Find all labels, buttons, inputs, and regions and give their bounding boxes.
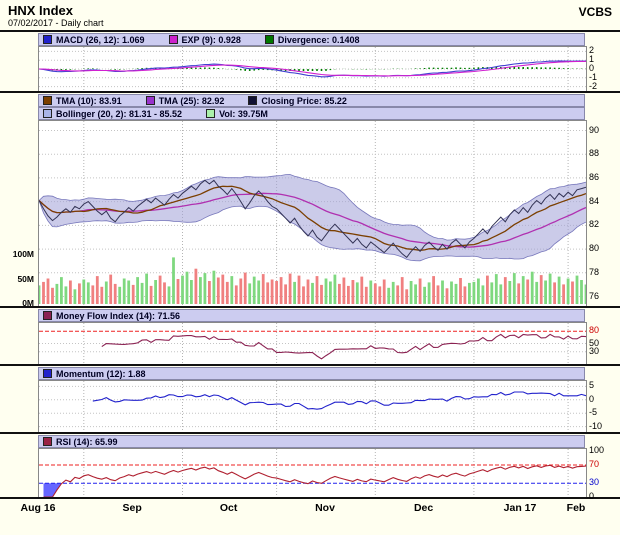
legend-label: MACD (26, 12): 1.069: [56, 34, 145, 45]
mfi-legend: Money Flow Index (14): 71.56: [38, 309, 585, 322]
y-axis-tick: 78: [589, 266, 600, 277]
x-axis-label: Sep: [122, 502, 142, 514]
y-axis-tick: 2: [589, 45, 595, 56]
rsi-plot: [38, 448, 587, 498]
legend-item: TMA (25): 82.92: [145, 95, 225, 106]
legend-label: EXP (9): 0.928: [181, 34, 241, 45]
legend-item: RSI (14): 65.99: [43, 437, 118, 447]
brand-logo: VCBS: [578, 5, 612, 19]
separator: [0, 432, 620, 434]
volume-axis-tick: 100M: [12, 249, 34, 259]
y-axis-tick: 80: [589, 325, 600, 336]
macd-legend: MACD (26, 12): 1.069 EXP (9): 0.928 Diverg…: [38, 33, 585, 46]
y-axis-tick: -2: [589, 80, 598, 91]
x-axis-label: Dec: [413, 502, 434, 514]
legend-item: Divergence: 0.1408: [264, 34, 360, 45]
volume-axis-tick: 0M: [22, 298, 34, 308]
x-axis-label: Nov: [315, 502, 335, 514]
y-axis-tick: 84: [589, 195, 600, 206]
legend-label: Vol: 39.75M: [219, 108, 268, 119]
x-axis-label: Oct: [219, 502, 238, 514]
legend-swatch-icon: [43, 369, 52, 378]
legend-item: MACD (26, 12): 1.069: [43, 35, 145, 45]
legend-label: Bollinger (20, 2): 81.31 - 85.52: [56, 108, 183, 119]
legend-item: Bollinger (20, 2): 81.31 - 85.52: [43, 109, 182, 119]
y-axis-tick: 1: [589, 54, 595, 65]
legend-item: EXP (9): 0.928: [168, 34, 241, 45]
legend-item: Momentum (12): 1.88: [43, 369, 146, 379]
legend-swatch-icon: [43, 437, 52, 446]
y-axis-tick: 80: [589, 243, 600, 254]
y-axis-tick: 88: [589, 148, 600, 159]
y-axis-tick: -5: [589, 407, 598, 418]
y-axis-tick: 82: [589, 219, 600, 230]
legend-swatch-icon: [145, 96, 155, 105]
separator: [0, 306, 620, 308]
x-axis-label: Jan 17: [503, 502, 537, 514]
y-axis-tick: 86: [589, 171, 600, 182]
legend-swatch-icon: [43, 96, 52, 105]
legend-item: Money Flow Index (14): 71.56: [43, 311, 180, 321]
y-axis-tick: 30: [589, 477, 600, 488]
y-axis-tick: 0: [589, 491, 595, 501]
legend-label: Closing Price: 85.22: [261, 95, 347, 106]
price-legend-row2: Bollinger (20, 2): 81.31 - 85.52 Vol: 39.…: [38, 107, 585, 120]
y-axis-tick: -10: [589, 420, 603, 431]
momentum-plot: [38, 380, 587, 433]
volume-axis-tick: 50M: [17, 273, 34, 284]
legend-label: RSI (14): 65.99: [56, 436, 118, 447]
separator: [0, 30, 620, 32]
legend-swatch-icon: [168, 35, 178, 44]
macd-plot: [38, 46, 587, 92]
legend-swatch-icon: [248, 96, 258, 105]
separator: [0, 364, 620, 366]
legend-label: TMA (10): 83.91: [56, 95, 122, 106]
x-axis-line: [0, 497, 620, 499]
y-axis-tick: 0: [589, 393, 595, 404]
price-legend-row1: TMA (10): 83.91 TMA (25): 82.92 Closing Pr…: [38, 94, 585, 107]
price-plot: [38, 120, 587, 307]
y-axis-tick: 70: [589, 459, 600, 469]
legend-swatch-icon: [43, 311, 52, 320]
y-axis-tick: 50: [589, 337, 600, 348]
legend-swatch-icon: [43, 35, 52, 44]
rsi-legend: RSI (14): 65.99: [38, 435, 585, 448]
y-axis-tick: 90: [589, 124, 600, 135]
legend-item: TMA (10): 83.91: [43, 96, 122, 106]
y-axis-tick: 30: [589, 345, 600, 356]
page-title: HNX Index: [8, 3, 74, 18]
legend-swatch-icon: [206, 109, 216, 118]
separator: [0, 91, 620, 93]
legend-swatch-icon: [43, 109, 52, 118]
y-axis-tick: 0: [589, 63, 595, 73]
y-axis-tick: 76: [589, 290, 600, 301]
x-axis-label: Aug 16: [20, 502, 56, 514]
y-axis-tick: -1: [589, 71, 598, 82]
legend-item: Closing Price: 85.22: [248, 96, 347, 106]
y-axis-tick: 100: [589, 445, 605, 456]
legend-swatch-icon: [264, 35, 274, 44]
y-axis-tick: 5: [589, 380, 595, 391]
legend-item: Vol: 39.75M: [206, 109, 268, 119]
legend-label: Divergence: 0.1408: [277, 34, 360, 45]
x-axis-label: Feb: [566, 502, 586, 514]
legend-label: TMA (25): 82.92: [158, 95, 225, 106]
momentum-legend: Momentum (12): 1.88: [38, 367, 585, 380]
legend-label: Momentum (12): 1.88: [56, 368, 146, 379]
legend-label: Money Flow Index (14): 71.56: [56, 310, 181, 321]
mfi-plot: [38, 322, 587, 365]
chart-subtitle: 07/02/2017 - Daily chart: [8, 18, 104, 28]
